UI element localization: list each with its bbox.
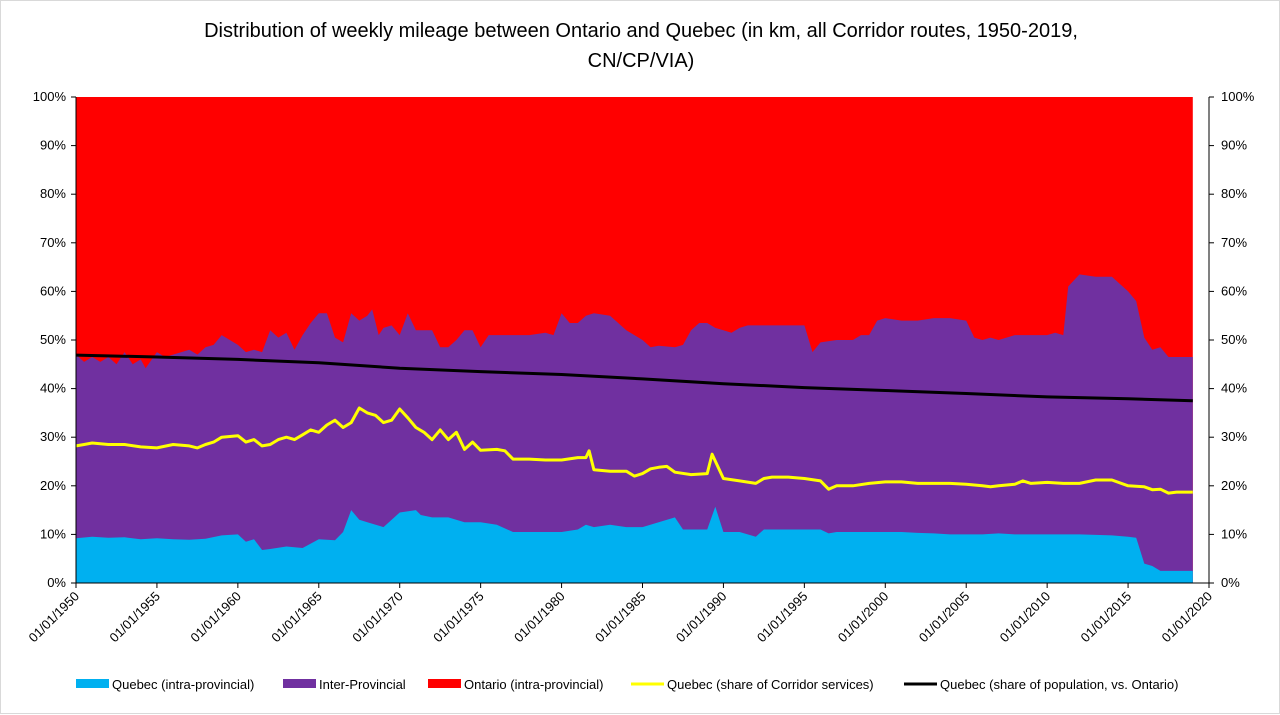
line-quebec-share-of-population-vs-ontario [75,353,1193,403]
legend-item-inter-provincial: Inter-Provincial [283,677,406,692]
plot-area [75,97,1193,583]
legend-swatch [428,679,461,688]
y-tick-label-left: 40% [40,381,66,396]
x-tick-label: 01/01/1990 [673,589,730,646]
legend-swatch [76,679,109,688]
y-tick-label-right: 70% [1221,235,1247,250]
y-tick-label-right: 0% [1221,575,1240,590]
y-tick-label-right: 30% [1221,429,1247,444]
y-tick-label-right: 10% [1221,526,1247,541]
y-tick-label-right: 60% [1221,283,1247,298]
y-tick-label-left: 90% [40,138,66,153]
x-tick-label: 01/01/1965 [268,589,325,646]
y-tick-label-right: 100% [1221,89,1255,104]
chart-title: Distribution of weekly mileage between O… [204,20,1078,72]
legend-label: Quebec (share of Corridor services) [667,677,874,692]
y-tick-label-left: 30% [40,429,66,444]
area-inter-provincial [76,274,1193,583]
legend-label: Inter-Provincial [319,677,406,692]
legend-swatch [283,679,316,688]
y-tick-label-left: 20% [40,478,66,493]
x-tick-label: 01/01/1970 [349,589,406,646]
legend-label: Quebec (intra-provincial) [112,677,254,692]
x-tick-label: 01/01/1995 [754,589,811,646]
legend-item-quebec-share-of-population-vs-ontario: Quebec (share of population, vs. Ontario… [904,677,1178,692]
x-tick-label: 01/01/1955 [106,589,163,646]
y-tick-label-left: 10% [40,526,66,541]
y-tick-label-left: 100% [33,89,67,104]
x-tick-label: 01/01/2020 [1158,589,1215,646]
y-tick-label-left: 60% [40,283,66,298]
x-tick-label: 01/01/1985 [592,589,649,646]
x-tick-label: 01/01/1975 [430,589,487,646]
chart-title-line-2: CN/CP/VIA) [588,50,695,72]
line-quebec-share-of-corridor-services [75,406,1193,495]
y-tick-label-right: 80% [1221,186,1247,201]
area-quebec-intra-provincial [76,506,1193,583]
legend-label: Quebec (share of population, vs. Ontario… [940,677,1178,692]
legend-item-ontario-intra-provincial: Ontario (intra-provincial) [428,677,603,692]
y-tick-label-right: 90% [1221,138,1247,153]
y-tick-label-left: 50% [40,332,66,347]
y-tick-label-left: 80% [40,186,66,201]
x-tick-label: 01/01/2005 [916,589,973,646]
x-tick-label: 01/01/1950 [25,589,82,646]
legend-item-quebec-intra-provincial: Quebec (intra-provincial) [76,677,254,692]
y-tick-label-right: 40% [1221,381,1247,396]
x-tick-label: 01/01/1980 [511,589,568,646]
y-tick-label-right: 50% [1221,332,1247,347]
x-tick-label: 01/01/2010 [997,589,1054,646]
y-tick-label-left: 70% [40,235,66,250]
y-tick-label-left: 0% [47,575,66,590]
legend-item-quebec-share-of-corridor-services: Quebec (share of Corridor services) [631,677,874,692]
x-tick-label: 01/01/2000 [835,589,892,646]
chart-title-line-1: Distribution of weekly mileage between O… [204,20,1078,42]
legend-label: Ontario (intra-provincial) [464,677,603,692]
y-tick-label-right: 20% [1221,478,1247,493]
x-tick-label: 01/01/2015 [1078,589,1135,646]
legend: Quebec (intra-provincial) Inter-Provincia… [76,677,1178,692]
x-tick-label: 01/01/1960 [187,589,244,646]
